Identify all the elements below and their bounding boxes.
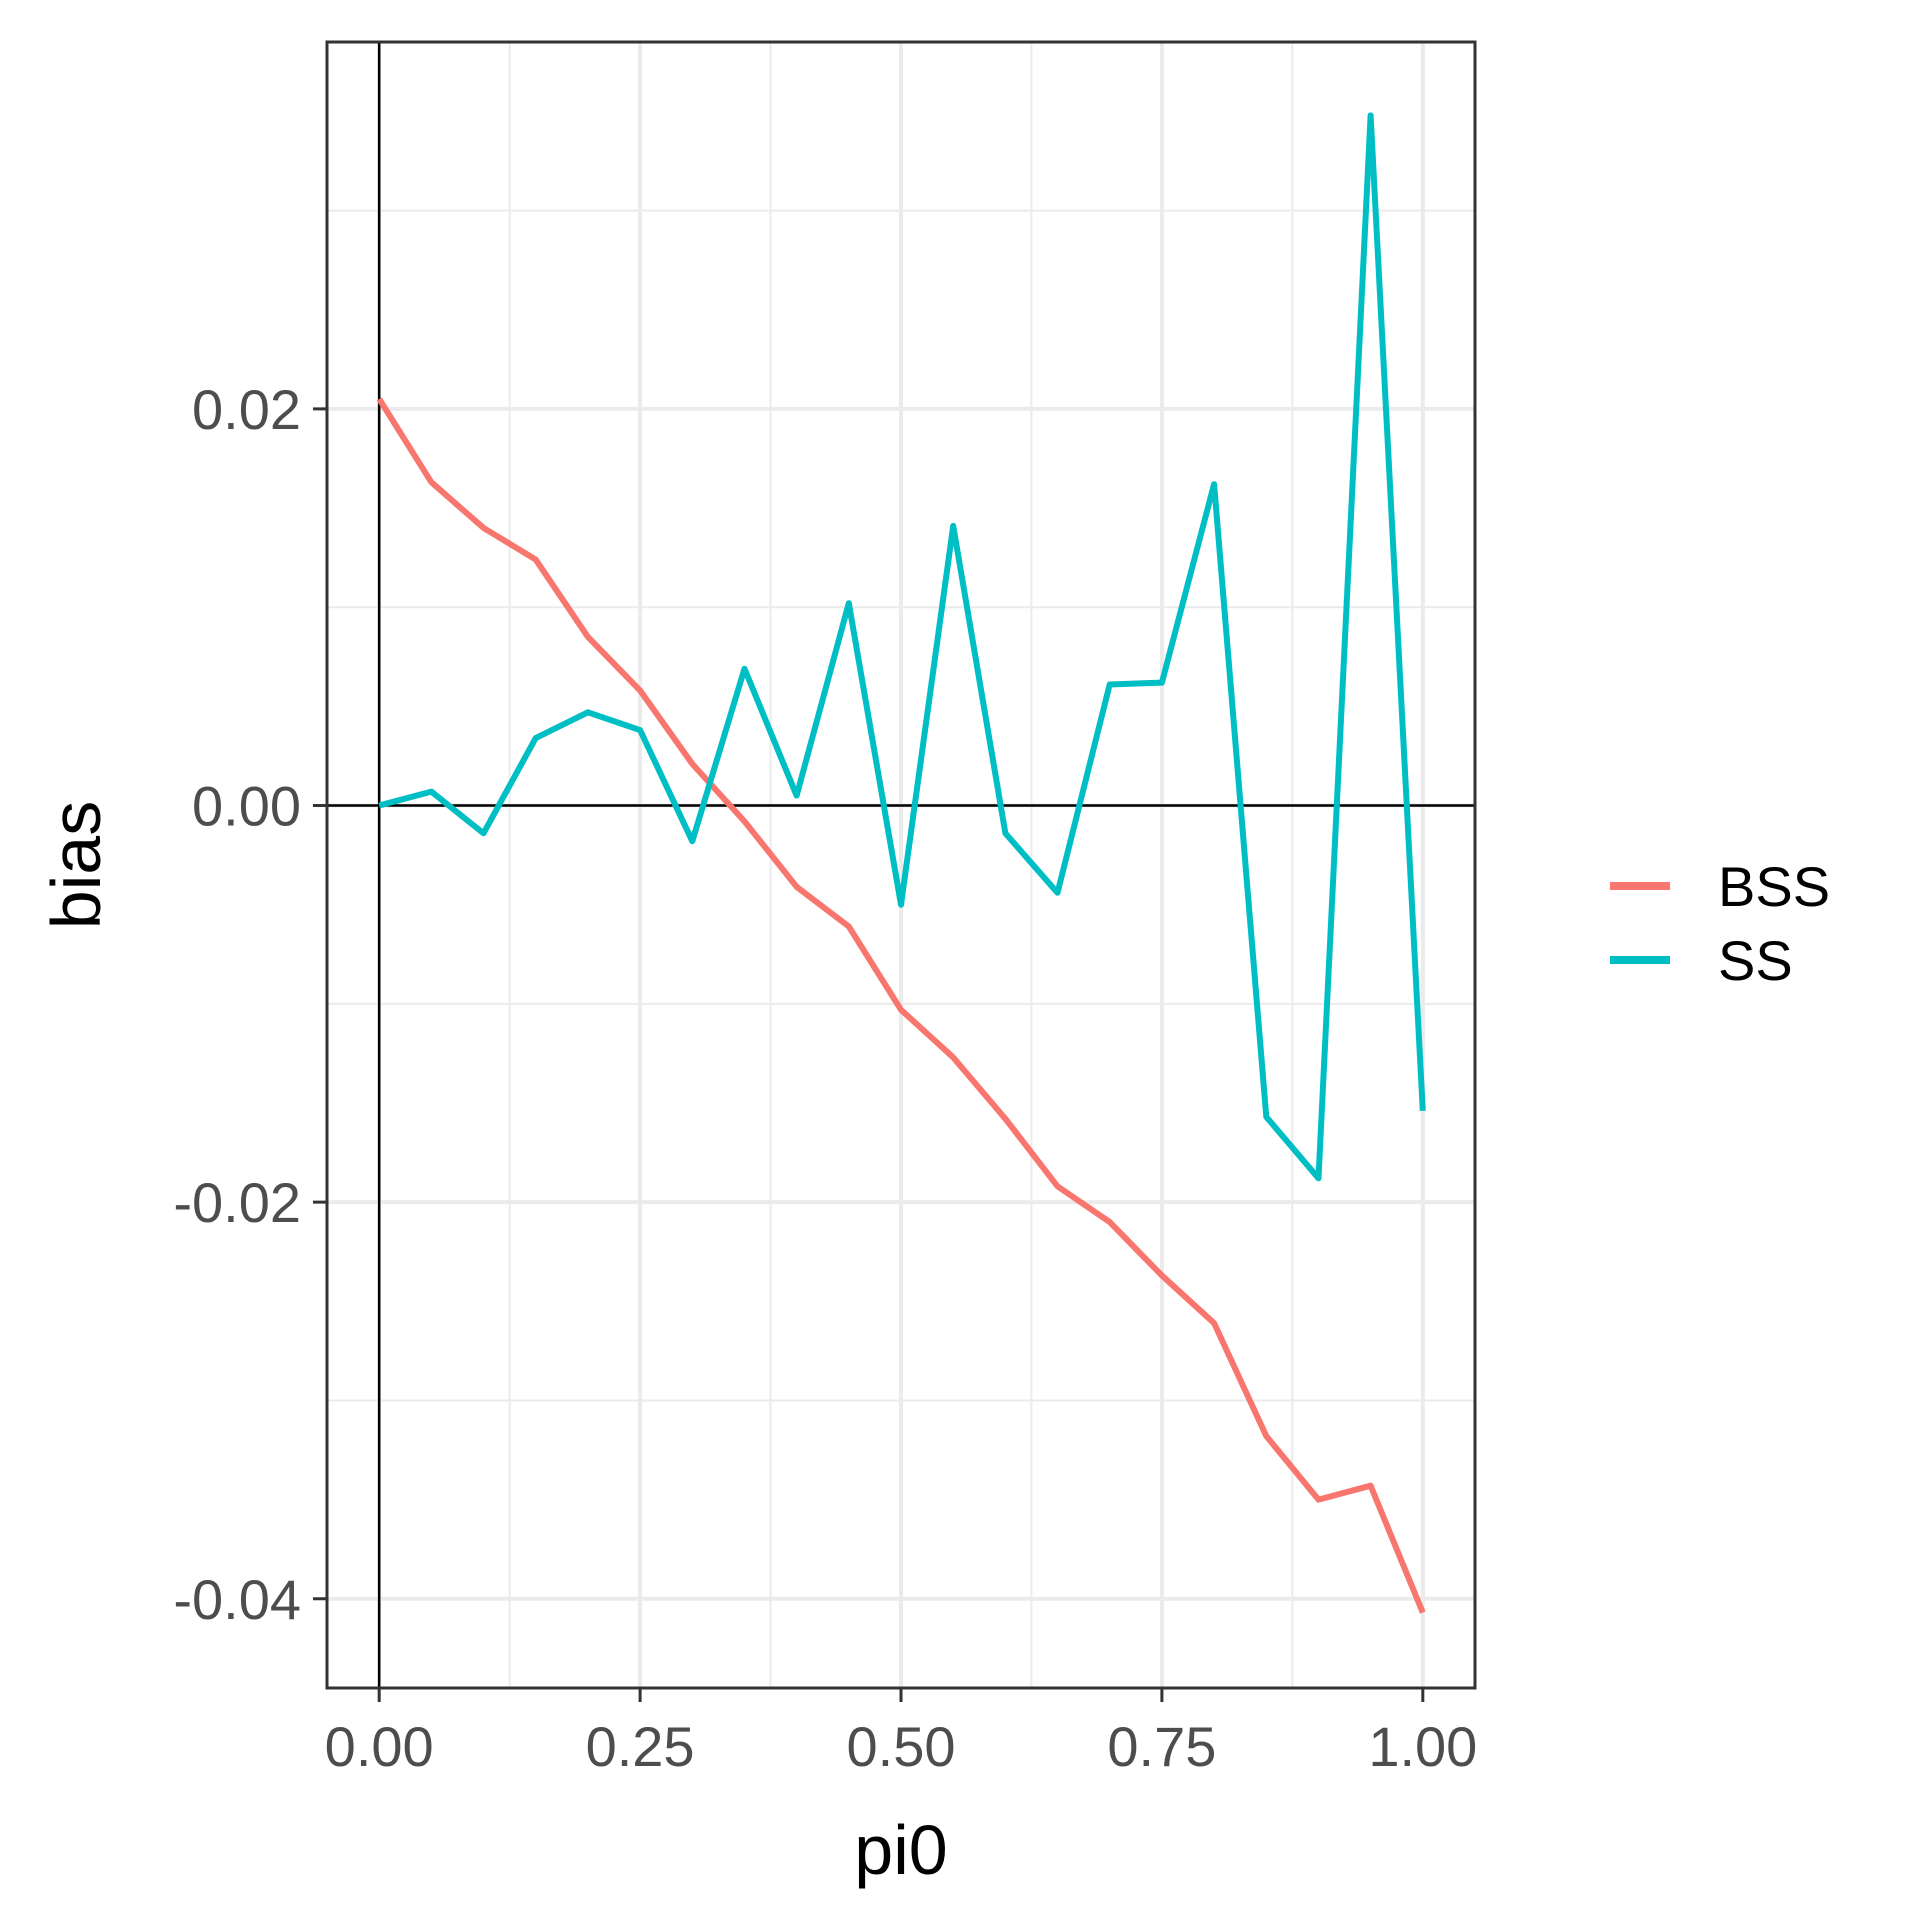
legend-label-ss: SS: [1718, 929, 1793, 992]
x-tick-label: 0.00: [325, 1715, 434, 1778]
legend-label-bss: BSS: [1718, 855, 1830, 918]
x-axis-title: pi0: [854, 1811, 947, 1889]
x-tick-label: 1.00: [1368, 1715, 1477, 1778]
x-tick-label: 0.75: [1107, 1715, 1216, 1778]
reference-lines: [327, 42, 1475, 1688]
y-tick-label: -0.04: [173, 1568, 301, 1631]
x-axis: 0.00 0.25 0.50 0.75 1.00: [325, 1688, 1477, 1778]
series-line-ss: [378, 112, 1426, 1182]
x-tick-label: 0.25: [586, 1715, 695, 1778]
y-axis-title: bias: [37, 801, 115, 929]
y-tick-label: 0.02: [192, 378, 301, 441]
y-tick-label: -0.02: [173, 1171, 301, 1234]
y-axis: -0.04 -0.02 0.00 0.02: [173, 378, 327, 1631]
y-tick-label: 0.00: [192, 775, 301, 838]
series-line-bss: [376, 397, 1426, 1614]
x-tick-label: 0.50: [847, 1715, 956, 1778]
legend: BSS SS: [1610, 855, 1830, 992]
series-lines: [376, 112, 1426, 1614]
grid: [327, 42, 1475, 1688]
